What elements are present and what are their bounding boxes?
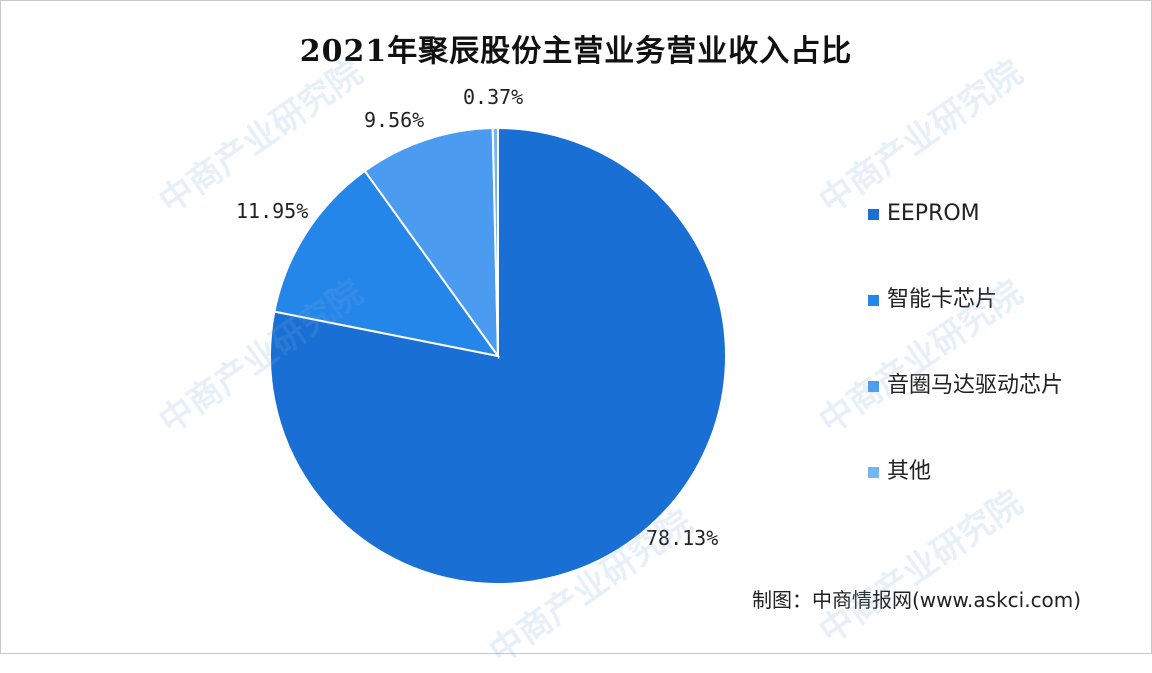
source-credit: 制图：中商情报网(www.askci.com): [752, 588, 1082, 612]
legend-label-other: 其他: [887, 459, 932, 484]
legend-swatch-vcm-driver-chip: [868, 381, 879, 392]
legend-swatch-eeprom: [868, 209, 879, 220]
legend-swatch-smart-card-chip: [868, 295, 879, 306]
data-label-eeprom: 78.13%: [646, 526, 718, 550]
legend-label-eeprom: EEPROM: [887, 201, 980, 226]
legend-item-smart-card-chip: 智能卡芯片: [868, 286, 1063, 372]
data-label-smart-card-chip: 11.95%: [236, 199, 308, 223]
legend: EEPROM 智能卡芯片 音圈马达驱动芯片 其他: [868, 200, 1063, 544]
chart-title: 2021年聚辰股份主营业务营业收入占比: [299, 34, 853, 69]
legend-swatch-other: [868, 467, 879, 478]
legend-label-vcm-driver-chip: 音圈马达驱动芯片: [887, 373, 1064, 398]
legend-label-smart-card-chip: 智能卡芯片: [887, 287, 998, 312]
pie-chart: 78.13% 11.95% 9.56% 0.37%: [236, 85, 727, 585]
pie-slice-smart-card-chip: [273, 169, 501, 358]
pie-slice-other: [491, 126, 499, 357]
data-label-vcm-driver-chip: 9.56%: [364, 108, 424, 132]
pie-slice-vcm-driver-chip: [363, 127, 500, 360]
legend-item-vcm-driver-chip: 音圈马达驱动芯片: [868, 372, 1063, 458]
data-label-other: 0.37%: [463, 85, 523, 109]
legend-item-eeprom: EEPROM: [868, 200, 1063, 286]
legend-item-other: 其他: [868, 458, 1063, 544]
